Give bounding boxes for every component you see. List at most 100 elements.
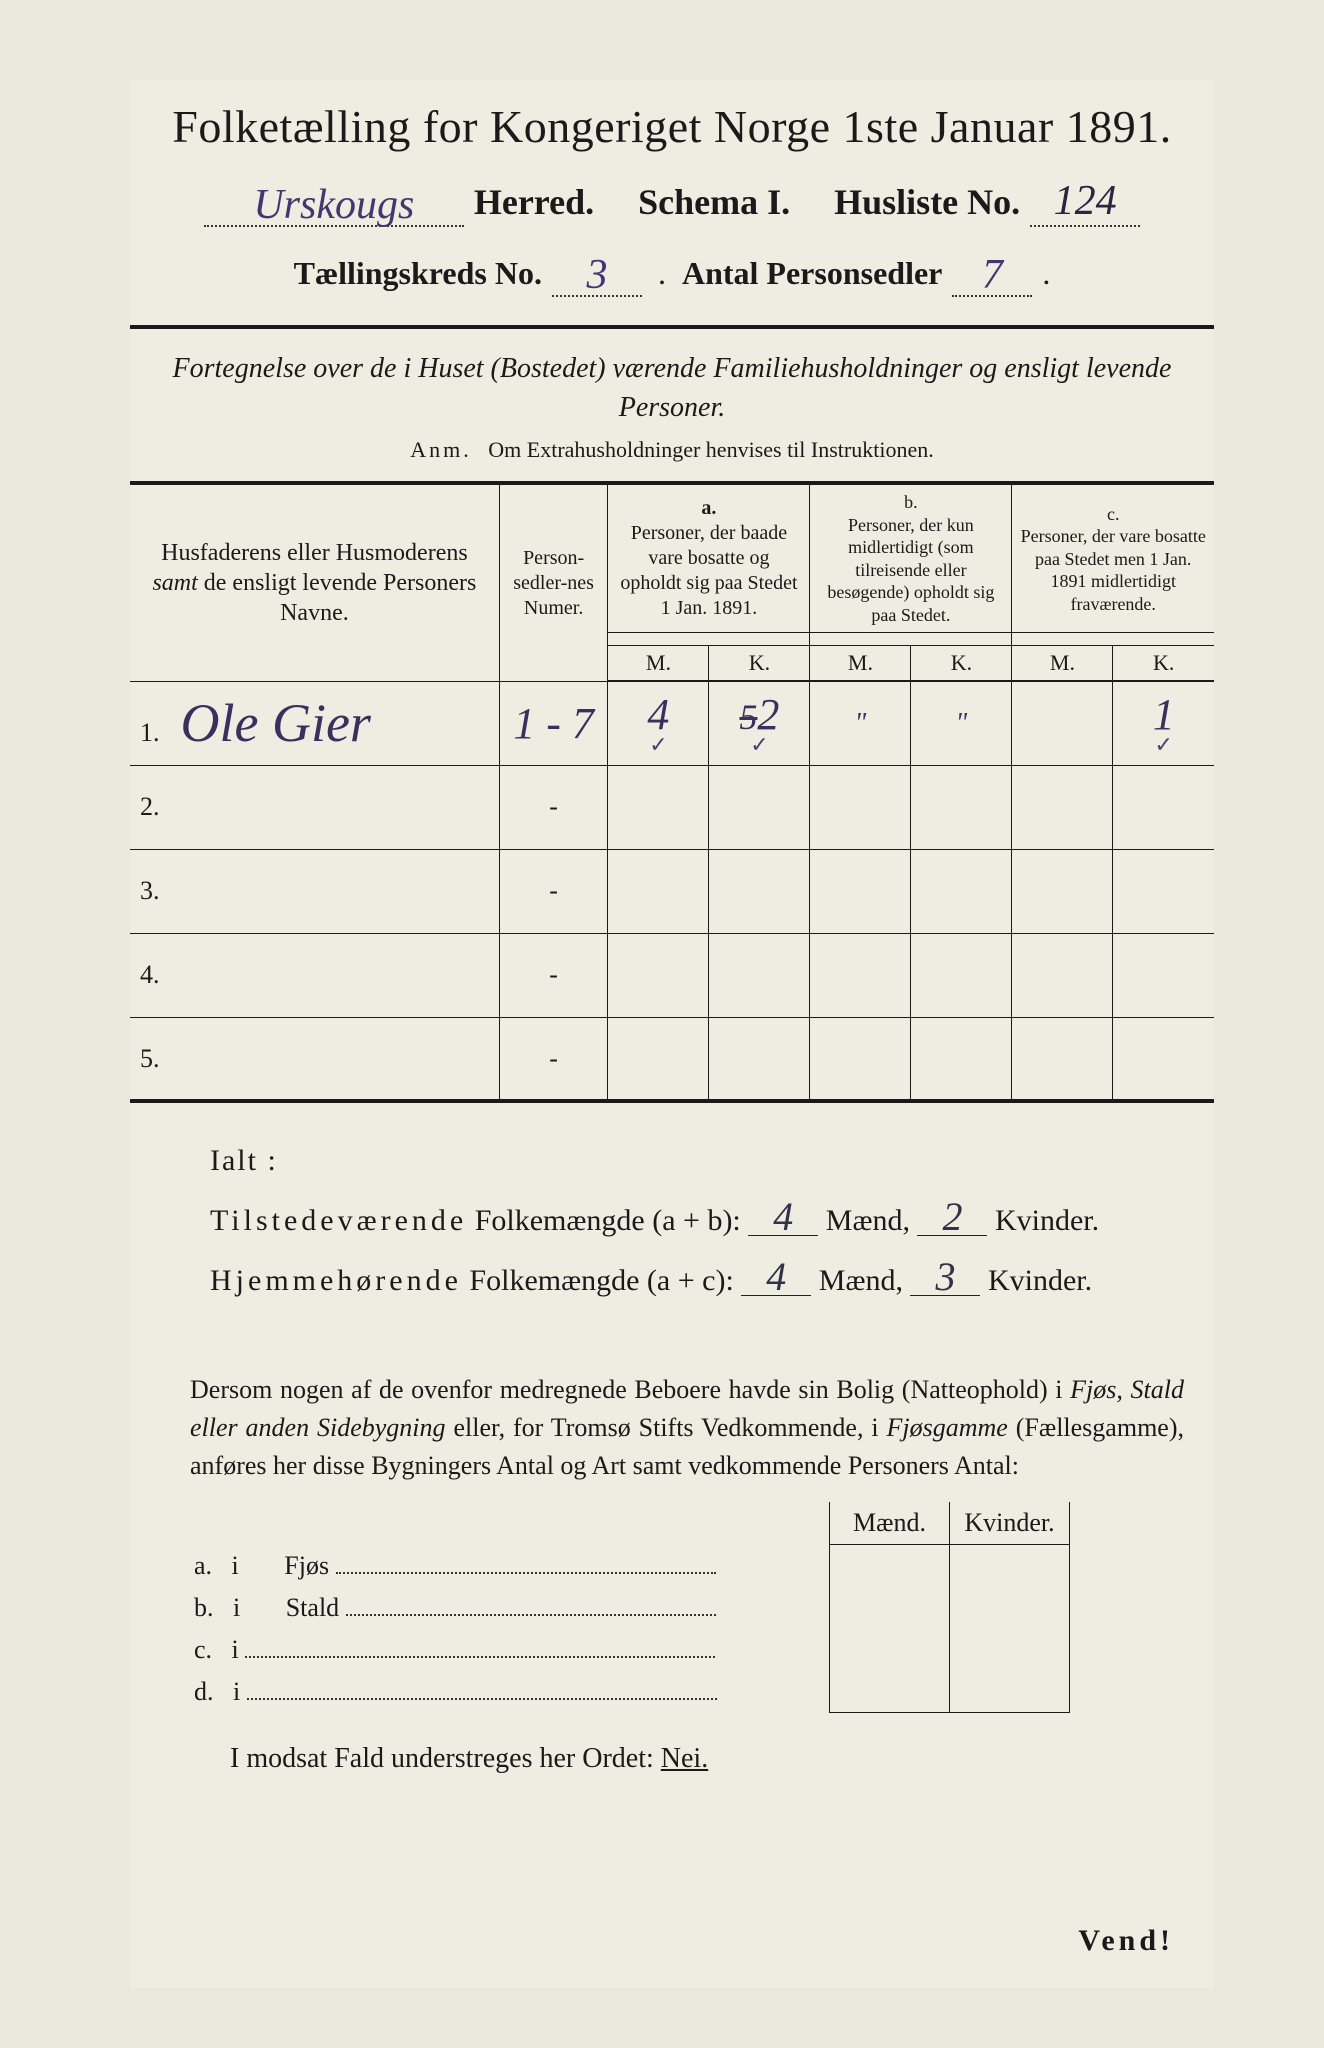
til-m: 4 [748,1199,818,1236]
table-row: Husfaderens eller Husmoderens samt de en… [130,483,1214,633]
sub-row-c: c. i [190,1629,830,1671]
numer-cell: - [499,765,608,849]
table-row: a. i Fjøs [190,1545,1070,1587]
scanned-page: Folketælling for Kongeriget Norge 1ste J… [0,0,1324,2048]
table-row: 5. - [130,1017,1214,1101]
numer-hand: 1 - 7 [513,699,594,748]
period-sep: . [652,255,672,292]
rule-1 [130,325,1214,329]
hjem-k: 3 [910,1259,980,1296]
a-k-cell: 52 ✓ [709,681,810,765]
table-row: 1. Ole Gier 1 - 7 4 ✓ 52 ✓ " " [130,681,1214,765]
totals-line-2: Hjemmehørende Folkemængde (a + c): 4 Mæn… [210,1251,1184,1311]
til-label: Tilstedeværende [210,1204,467,1237]
table-row: b. i Stald [190,1587,1070,1629]
antal-field: 7 [952,247,1032,297]
totals-block: Ialt : Tilstedeværende Folkemængde (a + … [210,1131,1184,1311]
a-m-cell: 4 ✓ [608,681,709,765]
vend-label: Vend! [1078,1924,1174,1958]
c-text: Personer, der vare bosatte paa Stedet me… [1020,525,1206,615]
main-table: Husfaderens eller Husmoderens samt de en… [130,481,1214,1103]
sub-maend-head: Mænd. [830,1502,950,1545]
b-k-cell: " [911,681,1012,765]
til-k: 2 [917,1199,987,1236]
row-num: 1. [140,718,168,748]
para-t4: Fjøsgamme [887,1413,1008,1442]
para-t3: eller, for Tromsø Stifts Vedkommende, i [446,1413,887,1442]
sub-row-d: d. i [190,1671,830,1713]
hjem-label2: Folkemængde (a + c): [469,1264,733,1297]
sub-row-a: a. i Fjøs [190,1545,830,1587]
numer-cell: - [499,1017,608,1101]
mk-b-k: K. [911,646,1012,682]
numer-cell: - [499,933,608,1017]
a-label: a. [616,496,801,521]
numer-cell: - [499,849,608,933]
closing-text: I modsat Fald understreges her Ordet: [230,1743,661,1774]
kreds-field: 3 [552,247,642,297]
header-block: Folketælling for Kongeriget Norge 1ste J… [130,80,1214,297]
table-row: Mænd. Kvinder. [190,1502,1070,1545]
c-label: c. [1020,503,1206,526]
husliste-label: Husliste No. [834,181,1020,223]
hjem-label: Hjemmehørende [210,1264,462,1297]
antal-label: Antal Personsedler [682,255,942,292]
anm-label: Anm. [410,437,472,462]
sub-row-b: b. i Stald [190,1587,830,1629]
mk-c-k: K. [1113,646,1214,682]
antal-value: 7 [982,252,1003,298]
herred-label: Herred. [474,181,594,223]
col-head-c: c. Personer, der vare bosatte paa Stedet… [1012,483,1214,633]
closing-nei: Nei. [661,1743,708,1774]
row-num: 2. [140,792,168,822]
kreds-value: 3 [586,252,607,298]
sub-a-label: a. i Fjøs [194,1551,329,1580]
table-row: 4. - [130,933,1214,1017]
sub-d-label: d. i [194,1677,240,1706]
table-row: c. i [190,1629,1070,1671]
header-line-3: Tællingskreds No. 3 . Antal Personsedler… [130,247,1214,297]
table-row: d. i [190,1671,1070,1713]
herred-field: Urskougs [204,177,464,227]
para-t1: Dersom nogen af de ovenfor medregnede Be… [190,1375,1070,1404]
maend-label-2: Mænd, [819,1264,903,1297]
sub-c-label: c. i [194,1635,239,1664]
c-m-cell [1012,681,1113,765]
sub-kvinder-head: Kvinder. [950,1502,1070,1545]
husliste-field: 124 [1030,177,1140,227]
mk-a-m: M. [608,646,709,682]
b-label: b. [818,491,1003,514]
subheading: Fortegnelse over de i Huset (Bostedet) v… [130,349,1214,427]
col-head-a: a. Personer, der baade vare bosatte og o… [608,483,810,633]
col-head-numer: Person-sedler-nes Numer. [499,483,608,681]
col-head-names: Husfaderens eller Husmoderens samt de en… [130,483,499,681]
row-num: 3. [140,876,168,906]
b-text: Personer, der kun midlertidigt (som tilr… [818,514,1003,627]
mk-c-m: M. [1012,646,1113,682]
sub-table: Mænd. Kvinder. a. i Fjøs b. i Stald [190,1502,1070,1713]
hjem-m: 4 [741,1259,811,1296]
am-tick: ✓ [618,732,698,758]
ialt-label: Ialt : [210,1131,1184,1191]
c-k-cell: 1 ✓ [1113,681,1214,765]
b-m-cell: " [810,681,911,765]
paragraph-block: Dersom nogen af de ovenfor medregnede Be… [190,1371,1184,1484]
ck-tick: ✓ [1123,732,1204,758]
maend-label: Mænd, [826,1204,910,1237]
numer-cell: 1 - 7 [499,681,608,765]
sub-b-label: b. i Stald [194,1593,339,1622]
kvinder-label: Kvinder. [995,1204,1099,1237]
a-text: Personer, der baade vare bosatte og opho… [616,521,801,621]
ak-tick: ✓ [719,732,799,758]
row-num: 4. [140,960,168,990]
name-cell: 1. Ole Gier [130,681,499,765]
mk-b-m: M. [810,646,911,682]
til-label2: Folkemængde (a + b): [475,1204,741,1237]
kvinder-label-2: Kvinder. [988,1264,1092,1297]
col-head-b: b. Personer, der kun midlertidigt (som t… [810,483,1012,633]
kreds-label: Tællingskreds No. [294,255,542,292]
header-line-2: Urskougs Herred. Schema I. Husliste No. … [130,177,1214,227]
form-sheet: Folketælling for Kongeriget Norge 1ste J… [130,80,1214,1988]
anm-text: Om Extrahusholdninger henvises til Instr… [488,437,933,462]
period-sep-2: . [1042,255,1050,292]
